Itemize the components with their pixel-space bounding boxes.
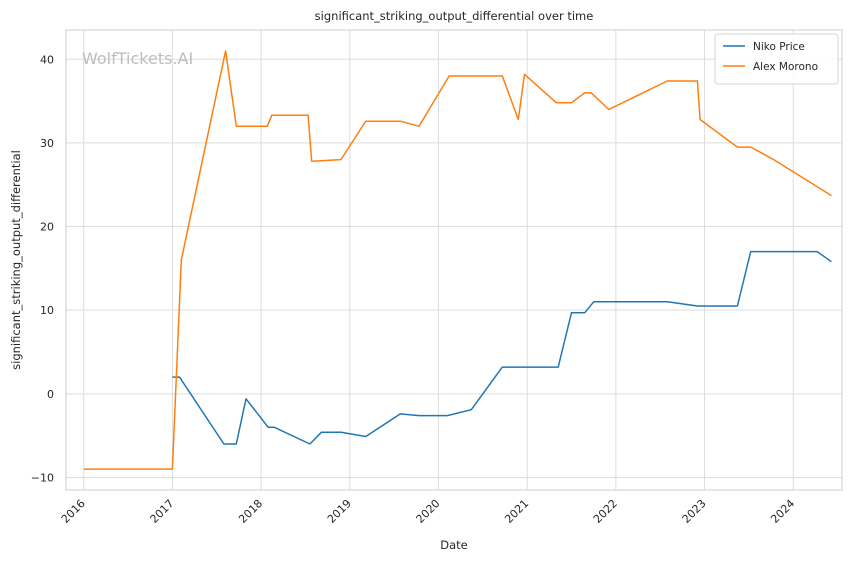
watermark: WolfTickets.AI — [82, 49, 193, 68]
x-axis-label: Date — [440, 538, 468, 552]
y-axis-label: significant_striking_output_differential — [9, 150, 23, 370]
plot-area — [66, 30, 842, 490]
series-line-niko-price — [172, 250, 832, 445]
series-layer — [83, 50, 832, 470]
legend-box — [714, 33, 839, 85]
y-tick-label: 20 — [40, 221, 54, 234]
legend: Niko Price Alex Morono — [714, 33, 839, 85]
y-tick-label: −10 — [31, 471, 54, 484]
y-axis-ticks: −10 0 10 20 30 40 — [31, 53, 54, 484]
y-tick-label: 10 — [40, 304, 54, 317]
legend-label: Niko Price — [753, 41, 805, 53]
chart-title: significant_striking_output_differential… — [315, 9, 594, 23]
plot-frame — [65, 29, 843, 491]
y-tick-label: 30 — [40, 137, 54, 150]
y-tick-label: 40 — [40, 53, 54, 66]
y-tick-label: 0 — [47, 388, 54, 401]
series-line-alex-morono — [83, 50, 832, 470]
grid-lines — [66, 30, 842, 490]
legend-label: Alex Morono — [753, 61, 818, 73]
